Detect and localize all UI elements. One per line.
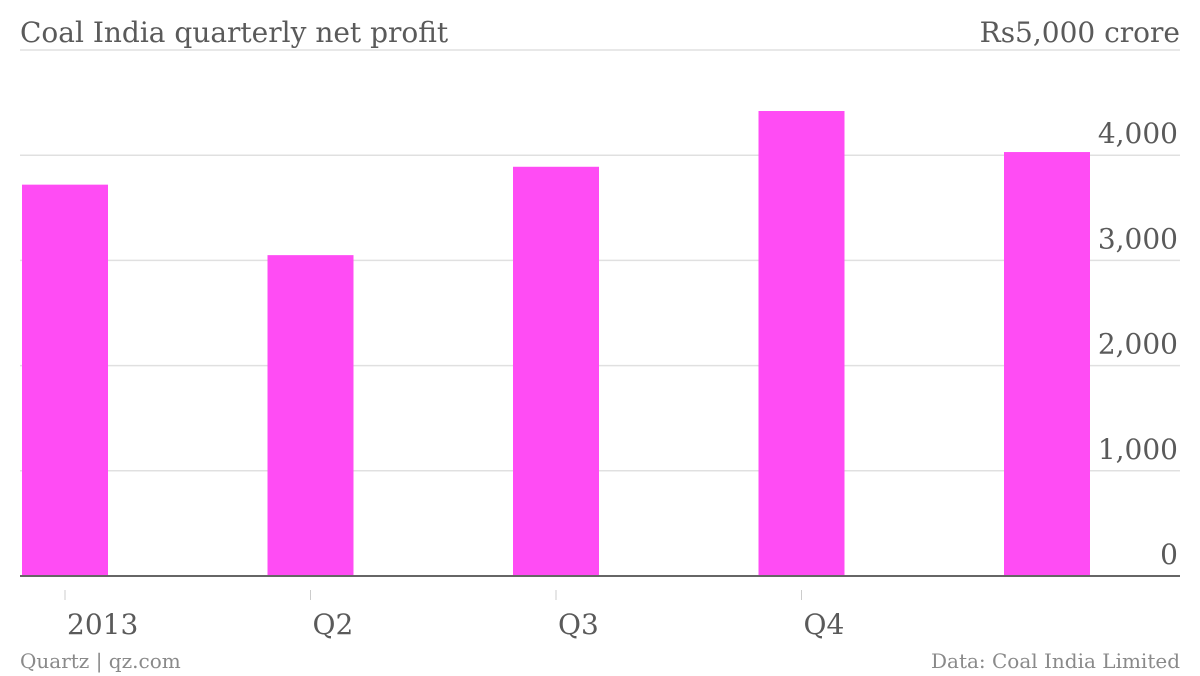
x-tick-label: Q2 — [313, 608, 354, 641]
bar-q3 — [513, 166, 599, 576]
chart-title: Coal India quarterly net profit — [20, 16, 449, 49]
gridlines — [20, 49, 1180, 472]
y-tick-labels: 0 1,000 2,000 3,000 4,000 — [1098, 117, 1178, 571]
y-tick-label: 0 — [1160, 538, 1178, 571]
y-axis-max-label: Rs5,000 crore — [980, 16, 1180, 49]
x-tick-label: 2013 — [67, 608, 138, 641]
y-tick-label: 4,000 — [1098, 117, 1178, 150]
x-tick-label: Q4 — [804, 608, 845, 641]
x-tick-label: Q3 — [558, 608, 599, 641]
y-tick-label: 1,000 — [1098, 433, 1178, 466]
bars — [22, 111, 1090, 577]
bar-q5 — [1004, 152, 1090, 576]
y-tick-label: 3,000 — [1098, 222, 1178, 255]
bar-q2 — [267, 255, 354, 576]
x-tick-labels: 2013 Q2 Q3 Q4 — [64, 590, 845, 641]
source-credit: Quartz | qz.com — [20, 649, 181, 674]
data-source: Data: Coal India Limited — [931, 649, 1180, 673]
bar-q4 — [758, 111, 845, 577]
bar-2013 — [22, 184, 108, 576]
y-tick-label: 2,000 — [1098, 328, 1178, 361]
